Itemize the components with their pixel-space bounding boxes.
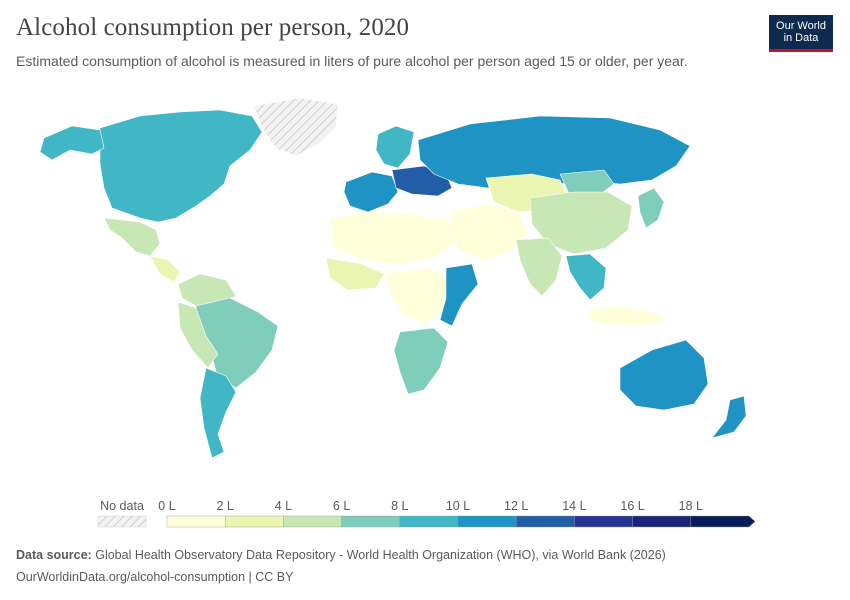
region-indonesia[interactable] <box>587 305 669 327</box>
legend-swatch-8 <box>632 515 691 528</box>
region-southern-africa[interactable] <box>393 327 449 395</box>
region-india[interactable] <box>515 237 563 297</box>
legend-label-0: 0 L <box>158 499 175 513</box>
region-southeast-asia[interactable] <box>565 253 607 301</box>
region-middle-east[interactable] <box>449 203 529 261</box>
region-china[interactable] <box>529 191 633 255</box>
region-russia[interactable] <box>417 115 691 189</box>
region-west-africa[interactable] <box>325 257 385 291</box>
region-peru-bolivia[interactable] <box>177 301 219 369</box>
legend-label-3: 6 L <box>333 499 350 513</box>
chart-title: Alcohol consumption per person, 2020 <box>16 14 410 41</box>
region-east-africa[interactable] <box>439 263 479 327</box>
region-canada-usa[interactable] <box>99 109 263 223</box>
region-greenland[interactable] <box>253 97 339 157</box>
legend-label-4: 8 L <box>391 499 408 513</box>
region-australia[interactable] <box>619 339 709 411</box>
logo-line-1: Our World <box>776 20 826 32</box>
chart-subtitle: Estimated consumption of alcohol is meas… <box>16 53 688 69</box>
legend-swatch-3 <box>341 515 401 528</box>
legend-label-8: 16 L <box>620 499 644 513</box>
legend-no-data-swatch <box>97 515 147 528</box>
owid-logo[interactable]: Our World in Data <box>769 15 833 52</box>
region-central-america[interactable] <box>149 255 181 283</box>
legend-swatch-5 <box>457 515 517 528</box>
legend-label-7: 14 L <box>562 499 586 513</box>
legend-no-data: No data <box>97 499 147 528</box>
source-url[interactable]: OurWorldinData.org/alcohol-consumption |… <box>16 570 294 584</box>
legend-label-5: 10 L <box>446 499 470 513</box>
region-western-europe[interactable] <box>343 171 399 213</box>
legend-swatch-6 <box>516 515 575 528</box>
legend-swatch-0 <box>166 515 226 528</box>
legend-swatch-9 <box>690 515 756 528</box>
map-legend: No data 0 L 2 L 4 L 6 L 8 L 10 L 12 L 14 L 16 L 1… <box>97 499 756 528</box>
region-alaska[interactable] <box>39 125 105 161</box>
world-map[interactable] <box>0 88 850 488</box>
region-scandinavia[interactable] <box>375 125 415 169</box>
legend-swatch-1 <box>224 515 284 528</box>
region-japan-korea[interactable] <box>637 187 665 229</box>
legend-label-6: 12 L <box>504 499 528 513</box>
legend-swatch-4 <box>399 515 459 528</box>
region-north-africa[interactable] <box>329 211 457 265</box>
region-central-africa[interactable] <box>383 267 453 325</box>
data-source-label: Data source: <box>16 548 92 562</box>
legend-label-9: 18 L <box>679 499 703 513</box>
region-mexico[interactable] <box>103 217 161 257</box>
region-new-zealand[interactable] <box>711 395 747 439</box>
data-source-text: Global Health Observatory Data Repositor… <box>95 548 666 562</box>
legend-label-2: 4 L <box>275 499 292 513</box>
logo-line-2: in Data <box>783 32 819 44</box>
legend-swatch-2 <box>283 515 342 528</box>
legend-no-data-label: No data <box>100 499 144 513</box>
legend-label-1: 2 L <box>217 499 234 513</box>
data-source: Data source: Global Health Observatory D… <box>16 548 666 562</box>
region-argentina-chile[interactable] <box>199 367 237 459</box>
legend-swatch-7 <box>574 515 633 528</box>
region-mongolia[interactable] <box>559 169 615 197</box>
